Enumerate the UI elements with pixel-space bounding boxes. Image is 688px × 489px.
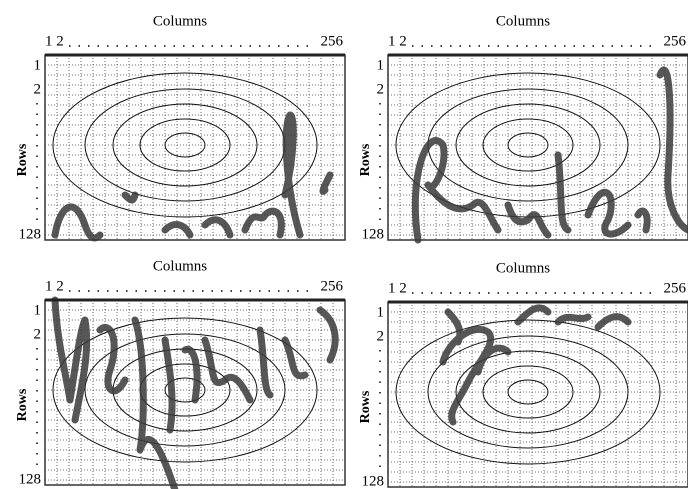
- rows-title: Rows: [358, 390, 373, 423]
- row-label: 128: [19, 226, 42, 242]
- columns-title: Columns: [153, 258, 207, 274]
- column-first: 1 2: [45, 33, 64, 49]
- row-label: 1: [377, 57, 385, 73]
- column-first: 1 2: [388, 280, 407, 296]
- row-label: 2: [377, 328, 385, 344]
- row-label: 128: [362, 473, 385, 489]
- figure: Columns 1 2 256 1 2 128 Rows Columns 1 2 256 1 2 128…: [0, 0, 688, 489]
- column-last: 256: [664, 33, 687, 49]
- plot-frame: [45, 55, 345, 240]
- columns-title: Columns: [496, 13, 550, 29]
- row-label: 2: [377, 81, 385, 97]
- rows-title: Rows: [15, 143, 30, 176]
- row-label: 2: [34, 326, 42, 342]
- column-first: 1 2: [388, 33, 407, 49]
- columns-title: Columns: [496, 260, 550, 276]
- column-last: 256: [321, 33, 344, 49]
- plot-frame: [388, 302, 688, 487]
- column-last: 256: [321, 278, 344, 294]
- row-label: 2: [34, 81, 42, 97]
- row-label: 1: [34, 57, 42, 73]
- panel: Columns 1 2 256 1 2 128 Rows: [15, 258, 345, 489]
- row-label: 1: [34, 302, 42, 318]
- rows-title: Rows: [358, 143, 373, 176]
- panel: Columns 1 2 256 1 2 128 Rows: [358, 260, 688, 489]
- columns-title: Columns: [153, 13, 207, 29]
- column-last: 256: [664, 280, 687, 296]
- column-first: 1 2: [45, 278, 64, 294]
- row-label: 128: [19, 471, 42, 487]
- row-label: 128: [362, 226, 385, 242]
- rows-title: Rows: [15, 388, 30, 421]
- panel: Columns 1 2 256 1 2 128 Rows: [358, 13, 688, 242]
- row-label: 1: [377, 304, 385, 320]
- panel: Columns 1 2 256 1 2 128 Rows: [15, 13, 345, 242]
